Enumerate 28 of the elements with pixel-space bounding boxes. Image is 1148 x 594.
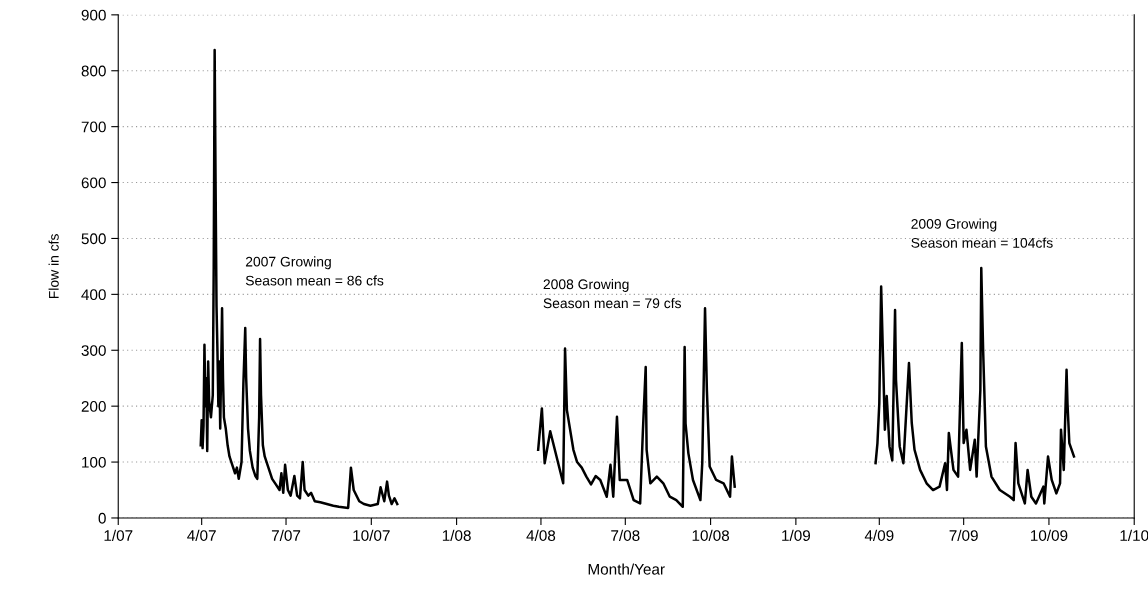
x-tick-label: 1/07	[104, 529, 133, 541]
y-tick-label: 0	[98, 512, 106, 524]
y-tick-label: 900	[81, 9, 106, 21]
x-tick-label: 1/10	[1120, 529, 1148, 541]
x-tick-label: 1/08	[442, 529, 471, 541]
y-axis-title: Flow in cfs	[48, 234, 59, 299]
annotation: 2007 Growing Season mean = 86 cfs	[245, 256, 384, 286]
x-tick-label: 4/09	[864, 529, 894, 541]
x-tick-label: 7/09	[949, 529, 978, 541]
x-axis-title: Month/Year	[588, 563, 665, 575]
y-tick-label: 700	[81, 121, 106, 133]
y-tick-label: 500	[81, 233, 106, 245]
x-tick-label: 4/07	[187, 529, 216, 541]
y-tick-label: 400	[81, 289, 106, 301]
annotation: 2008 Growing Season mean = 79 cfs	[543, 278, 682, 309]
y-tick-label: 800	[81, 65, 106, 77]
x-tick-label: 1/09	[782, 529, 811, 541]
x-tick-label: 10/07	[353, 529, 390, 541]
y-tick-label: 200	[81, 401, 106, 412]
x-tick-label: 10/09	[1030, 529, 1068, 541]
x-tick-label: 7/08	[611, 529, 640, 541]
y-tick-label: 100	[82, 456, 106, 468]
y-tick-label: 300	[81, 345, 106, 356]
annotation: 2009 Growing Season mean = 104cfs	[911, 218, 1053, 248]
x-tick-label: 4/08	[526, 529, 556, 541]
x-tick-label: 7/07	[271, 529, 301, 541]
x-tick-label: 10/08	[692, 529, 730, 541]
y-tick-label: 600	[81, 177, 106, 189]
